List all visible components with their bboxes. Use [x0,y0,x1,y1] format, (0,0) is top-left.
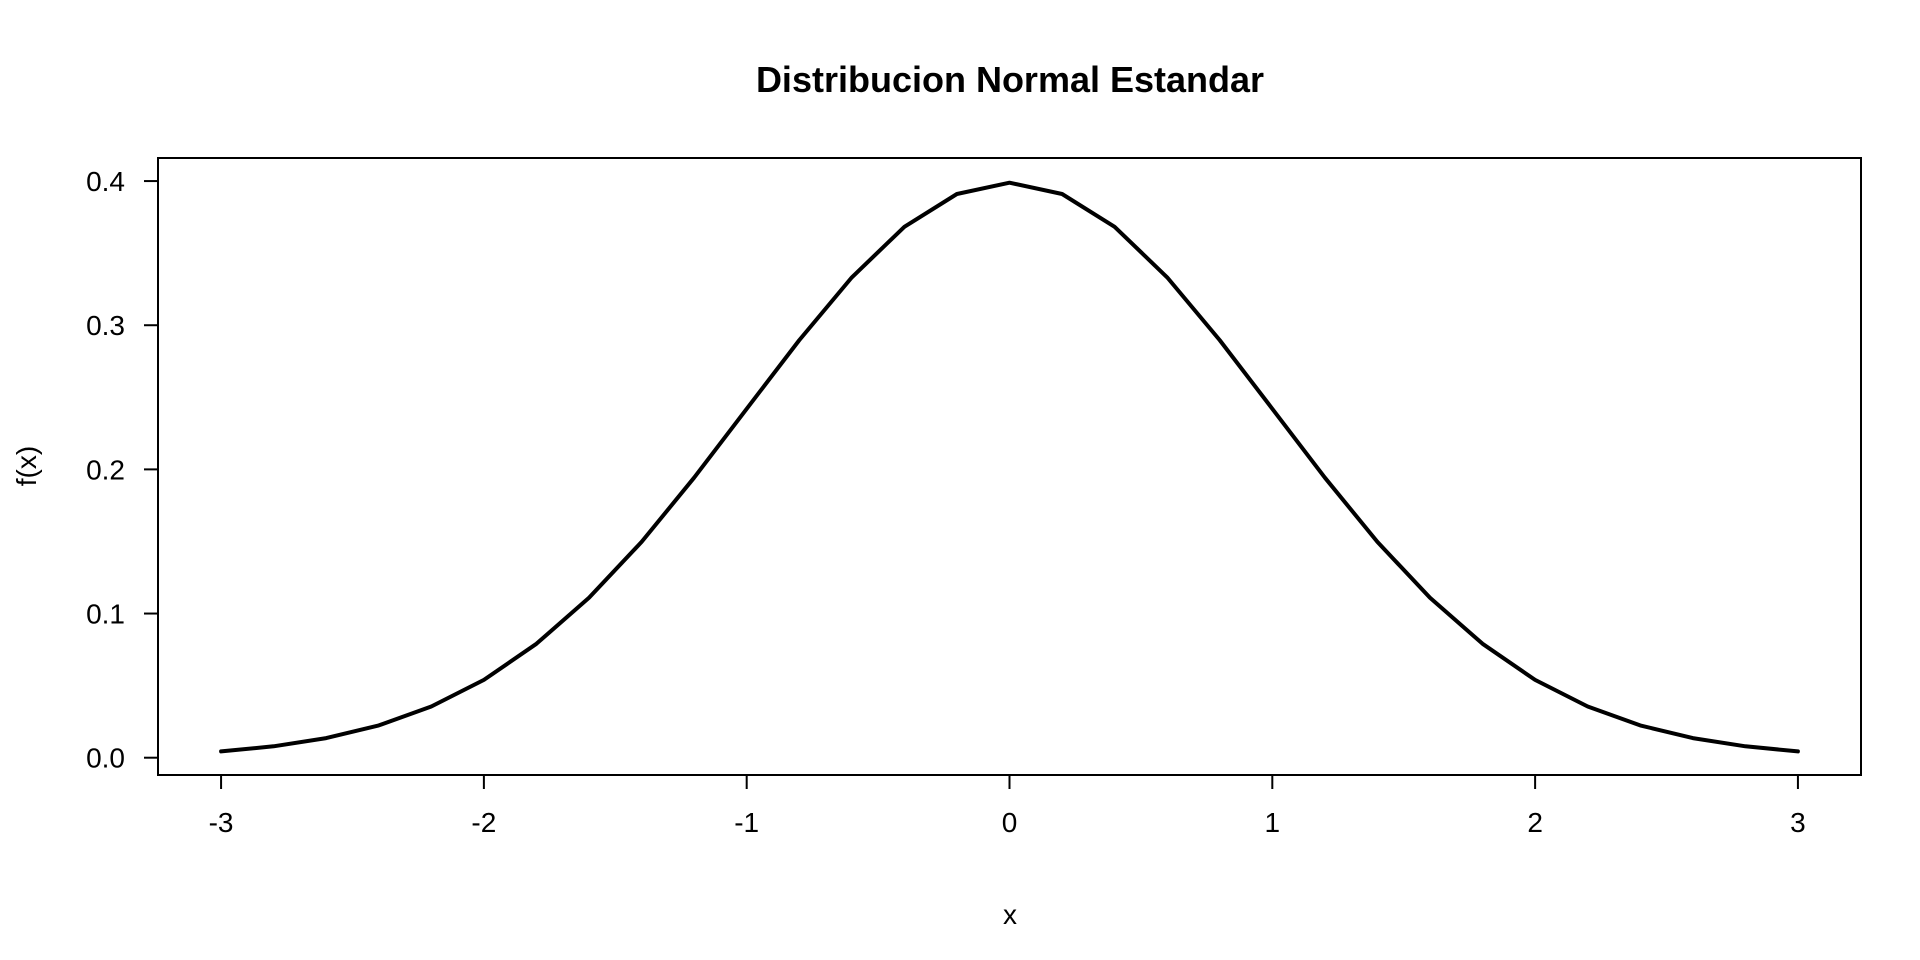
x-tick-label: -3 [209,807,234,838]
plot-frame [157,157,1862,776]
x-tick-label: -2 [471,807,496,838]
x-tick-label: -1 [734,807,759,838]
y-tick-label: 0.2 [86,454,125,485]
y-tick-label: 0.1 [86,599,125,630]
x-tick-label: 2 [1527,807,1543,838]
y-tick-label: 0.4 [86,166,125,197]
chart-title: Distribucion Normal Estandar [756,59,1264,100]
series-line [219,180,1800,754]
y-axis-label: f(x) [11,446,42,486]
y-tick-label: 0.0 [86,743,125,774]
series-layer [219,180,1800,754]
y-tick-label: 0.3 [86,310,125,341]
x-tick-label: 3 [1790,807,1806,838]
x-tick-label: 1 [1265,807,1281,838]
y-axis: 0.0 0.1 0.2 0.3 0.4 [86,166,159,774]
x-tick-label: 0 [1002,807,1018,838]
x-axis-label: x [1003,899,1017,930]
x-axis: -3 -2 -1 0 1 2 3 [209,774,1806,838]
